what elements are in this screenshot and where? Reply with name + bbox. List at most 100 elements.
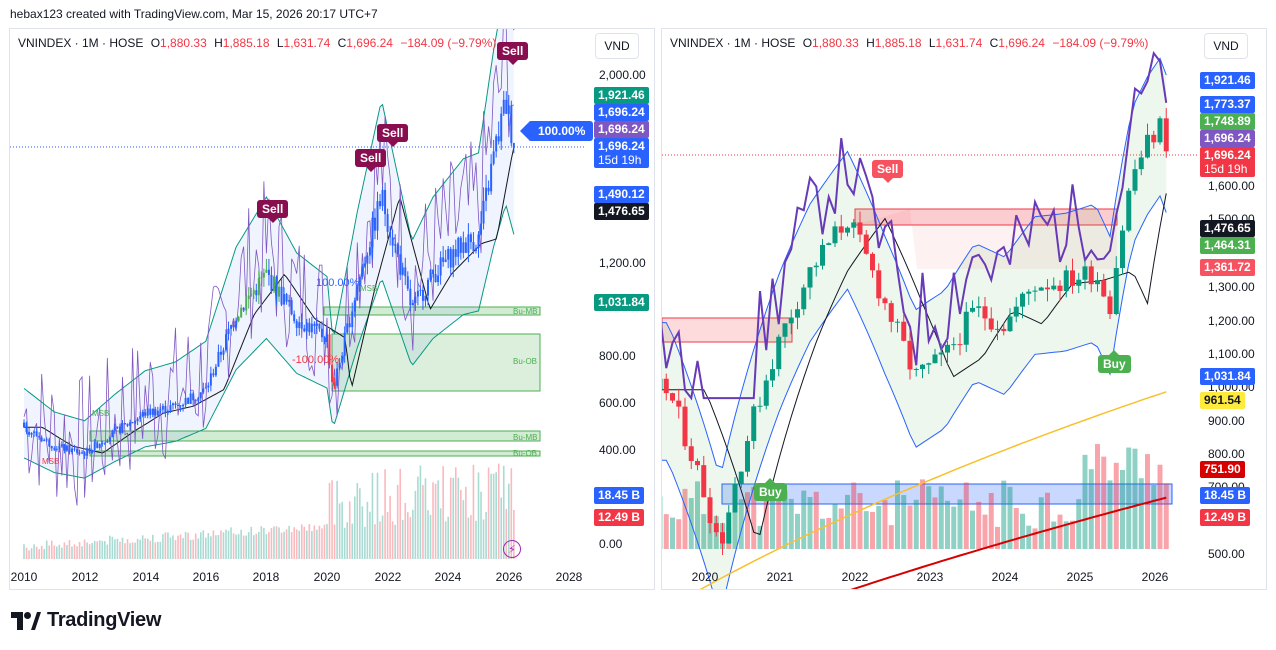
candle-body bbox=[129, 422, 132, 426]
msb-label: MSB bbox=[92, 409, 110, 418]
volume-bar bbox=[1076, 499, 1082, 549]
currency-button[interactable]: VND bbox=[595, 33, 639, 59]
candle-body bbox=[96, 442, 99, 448]
volume-bar bbox=[447, 516, 449, 559]
time-tick: 2010 bbox=[10, 570, 38, 584]
volume-bar bbox=[381, 515, 384, 559]
volume-bar bbox=[66, 544, 68, 559]
candle-body bbox=[212, 373, 215, 376]
candle-body bbox=[126, 423, 129, 426]
candle-body bbox=[427, 279, 429, 296]
volume-bar bbox=[738, 499, 744, 549]
candle-body bbox=[272, 276, 275, 291]
volume-bar bbox=[419, 465, 422, 559]
candle-body bbox=[179, 405, 182, 407]
volume-bar bbox=[376, 472, 379, 559]
volume-bar bbox=[970, 510, 975, 549]
volume-bar bbox=[336, 480, 338, 559]
volume-bar bbox=[386, 512, 389, 559]
chart-panel-right[interactable]: VNINDEX · 1M · HOSE O1,880.33 H1,885.18 … bbox=[661, 28, 1267, 590]
volume-bar bbox=[202, 530, 205, 559]
legend-close: 1,696.24 bbox=[998, 36, 1045, 50]
volume-bar bbox=[442, 466, 444, 559]
candle-body bbox=[1001, 328, 1007, 332]
candle-body bbox=[394, 244, 397, 246]
chart-panel-left[interactable]: VNINDEX · 1M · HOSE O1,880.33 H1,885.18 … bbox=[9, 28, 655, 590]
volume-bar bbox=[682, 488, 688, 549]
chart-plot-left[interactable] bbox=[10, 29, 655, 590]
candle-body bbox=[480, 223, 483, 235]
volume-bar bbox=[194, 533, 197, 559]
candle-body bbox=[401, 267, 404, 275]
candle-body bbox=[116, 426, 119, 428]
price-tag: 1,490.12 bbox=[594, 186, 649, 203]
zone-label: Bu-MB bbox=[513, 433, 538, 442]
candle-body bbox=[376, 201, 379, 231]
volume-bar bbox=[401, 519, 404, 559]
candle-body bbox=[1032, 290, 1038, 292]
candle-body bbox=[358, 276, 361, 287]
volume-bar bbox=[141, 535, 144, 559]
time-tick: 2026 bbox=[495, 570, 523, 584]
candle-body bbox=[217, 351, 220, 367]
candle-body bbox=[182, 404, 185, 407]
candle-body bbox=[482, 200, 485, 224]
candle-body bbox=[857, 222, 863, 235]
volume-bar bbox=[88, 544, 91, 559]
price-tag: 12.49 B bbox=[594, 509, 645, 526]
candle-body bbox=[795, 309, 800, 318]
candle-body bbox=[389, 231, 392, 238]
candle-body bbox=[381, 189, 384, 207]
candle-body bbox=[490, 163, 493, 192]
volume-bar bbox=[1107, 480, 1113, 549]
candle-body bbox=[1163, 118, 1169, 152]
candle-body bbox=[1020, 293, 1025, 307]
candle-body bbox=[379, 201, 382, 207]
candle-body bbox=[469, 234, 472, 243]
candle-body bbox=[250, 294, 253, 296]
candle-body bbox=[876, 270, 882, 299]
candle-body bbox=[444, 259, 447, 262]
volume-bar bbox=[240, 529, 242, 559]
volume-bar bbox=[364, 526, 366, 559]
volume-bar bbox=[217, 535, 220, 559]
chart-plot-right[interactable] bbox=[662, 29, 1267, 590]
candle-body bbox=[1082, 266, 1088, 280]
price-tick: 800.00 bbox=[599, 349, 636, 363]
volume-bar bbox=[48, 545, 51, 559]
legend-high: 1,885.18 bbox=[222, 36, 270, 50]
candle-body bbox=[60, 444, 63, 447]
volume-bar bbox=[1132, 448, 1138, 549]
volume-bar bbox=[795, 513, 800, 549]
candle-body bbox=[81, 452, 84, 454]
volume-bar bbox=[68, 540, 71, 559]
volume-bar bbox=[995, 526, 1000, 549]
volume-bar bbox=[1082, 454, 1088, 549]
candle-body bbox=[713, 523, 719, 533]
volume-bar bbox=[129, 543, 131, 559]
volume-bar bbox=[263, 527, 265, 559]
volume-bar bbox=[763, 485, 769, 549]
volume-bar bbox=[197, 538, 200, 559]
time-tick: 2023 bbox=[916, 570, 944, 584]
zone-box bbox=[89, 430, 541, 442]
candle-body bbox=[976, 306, 982, 308]
candle-body bbox=[945, 344, 950, 353]
candle-body bbox=[1157, 118, 1163, 143]
volume-bar bbox=[199, 532, 202, 559]
candle-body bbox=[313, 323, 316, 326]
tradingview-logo[interactable]: TradingView bbox=[11, 609, 161, 632]
candle-body bbox=[439, 257, 442, 276]
flash-icon[interactable]: ⚡ bbox=[503, 540, 521, 558]
currency-button[interactable]: VND bbox=[1204, 33, 1248, 59]
candle-body bbox=[726, 512, 732, 544]
candle-body bbox=[732, 483, 738, 513]
candle-body bbox=[202, 388, 205, 393]
volume-bar bbox=[407, 512, 409, 559]
volume-bar bbox=[172, 535, 174, 559]
candle-body bbox=[957, 344, 963, 346]
volume-bar bbox=[490, 473, 492, 559]
candle-body bbox=[391, 237, 394, 246]
volume-bar bbox=[23, 544, 25, 559]
legend-low-label: L bbox=[276, 36, 284, 50]
